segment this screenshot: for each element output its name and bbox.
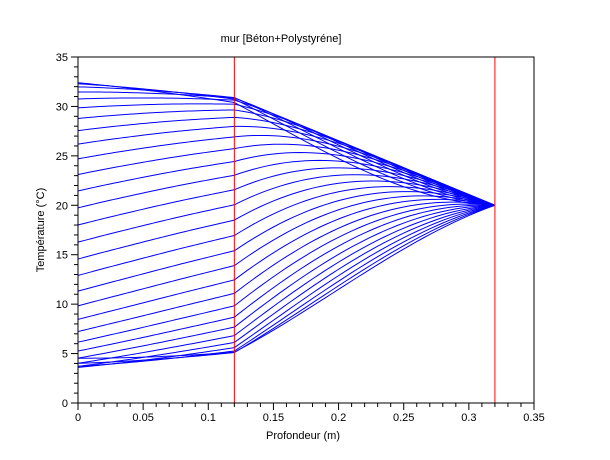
temperature-profile-curve (77, 97, 496, 206)
temperature-profile-curve (77, 103, 496, 206)
temperature-profile-curve (78, 204, 496, 359)
x-tick-label: 0.3 (461, 412, 476, 424)
temperature-profile-curve (77, 159, 496, 209)
temperature-profile-curve (77, 186, 496, 276)
y-axis-label: Température (°C) (35, 187, 47, 273)
temperature-profile-curve (77, 134, 496, 206)
x-tick-label: 0.15 (263, 412, 284, 424)
temperature-profile-curve (77, 204, 495, 367)
temperature-profile-curve (77, 204, 496, 364)
temperature-profile-curve (77, 191, 496, 292)
temperature-profile-curve (77, 180, 496, 260)
y-tick-label: 30 (56, 101, 68, 113)
y-tick-label: 5 (62, 349, 68, 361)
plot-frame (77, 56, 535, 404)
temperature-profile-curve (77, 204, 495, 364)
temperature-profile-curve (77, 152, 496, 206)
temperature-profile-curve (77, 204, 496, 368)
temperature-profile-curve (77, 195, 496, 307)
y-tick-label: 10 (56, 299, 68, 311)
temperature-profile-curve (77, 201, 495, 333)
y-tick-label: 0 (62, 398, 68, 410)
temperature-profile-curve (77, 204, 495, 352)
temperature-profile-curve (77, 203, 495, 343)
x-tick-label: 0.25 (393, 412, 414, 424)
y-tick-label: 35 (56, 52, 68, 64)
temperature-profile-curve (77, 86, 495, 206)
temperature-profile-curve (77, 198, 496, 320)
temperature-profile-curve (77, 204, 496, 367)
temperature-profile-curve (77, 204, 495, 359)
x-tick-label: 0.35 (523, 412, 544, 424)
x-axis-label: Profondeur (m) (266, 430, 340, 442)
x-tick-label: 0.05 (132, 412, 153, 424)
temperature-profile-curve (77, 167, 496, 226)
temperature-profile-curve (77, 143, 496, 206)
x-tick-label: 0.1 (201, 412, 216, 424)
x-tick-label: 0.2 (331, 412, 346, 424)
temperature-profile-curve (77, 91, 496, 206)
x-tick-label: 0 (75, 412, 81, 424)
y-tick-label: 25 (56, 151, 68, 163)
y-tick-label: 15 (56, 250, 68, 262)
chart-title: mur [Béton+Polystyréne] (220, 33, 342, 45)
temperature-profile-curve (77, 174, 496, 243)
y-tick-label: 20 (56, 200, 68, 212)
